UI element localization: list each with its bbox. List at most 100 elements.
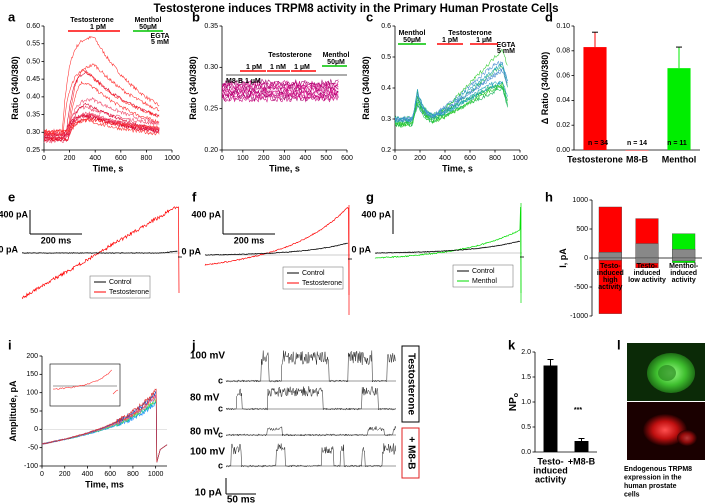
scale-label: 50 ms bbox=[227, 495, 256, 503]
trace bbox=[221, 94, 339, 103]
closed-label: c bbox=[218, 429, 223, 439]
x-tick-label: 1000 bbox=[164, 155, 180, 162]
caption: cells bbox=[624, 491, 640, 498]
y-axis-label: Amplitude, pA bbox=[8, 380, 18, 441]
category-label: low activity bbox=[628, 277, 666, 284]
annotation: n = 11 bbox=[667, 140, 687, 147]
annotation: n = 34 bbox=[588, 140, 608, 147]
annotation: Menthol bbox=[399, 30, 426, 37]
y-tick-label: 500 bbox=[576, 226, 588, 233]
y-tick-label: 0 bbox=[584, 255, 588, 262]
y-tick-label: 0.3 bbox=[381, 116, 391, 123]
x-tick-label: induced bbox=[533, 465, 568, 475]
cell bbox=[643, 414, 687, 446]
condition-label: + M8-B bbox=[405, 436, 416, 469]
y-axis-label-text: Ratio (340/380) bbox=[361, 56, 371, 120]
annotation: M8-B 1 µM bbox=[226, 78, 261, 85]
x-tick-label: 800 bbox=[141, 155, 153, 162]
category-label: activity bbox=[672, 277, 696, 284]
y-tick-label: 0.0 bbox=[521, 449, 531, 456]
trace bbox=[394, 67, 508, 123]
bar bbox=[598, 252, 622, 259]
trace bbox=[221, 78, 339, 87]
y-tick-label: 0.5 bbox=[381, 54, 391, 61]
legend-label: Control bbox=[109, 279, 132, 286]
caption: expression in the bbox=[624, 474, 682, 481]
annotation: Testosterone bbox=[448, 30, 492, 37]
bar bbox=[635, 257, 659, 264]
zero-label: 0 pA bbox=[351, 244, 371, 254]
y-axis-label: NPo bbox=[508, 393, 520, 411]
trace bbox=[41, 401, 168, 463]
annotation: Menthol bbox=[135, 17, 162, 24]
annotation: Menthol bbox=[323, 52, 350, 59]
annotation: Testosterone bbox=[268, 52, 312, 59]
y-tick-label: 0.08 bbox=[556, 48, 570, 55]
y-tick-label: -50 bbox=[28, 445, 38, 452]
annotation: 1 µM bbox=[294, 64, 310, 71]
trace bbox=[225, 443, 397, 468]
trace bbox=[221, 79, 339, 88]
condition-box bbox=[401, 345, 420, 423]
y-axis-label-text: I, pA bbox=[558, 248, 568, 268]
category-label: induced bbox=[597, 270, 624, 277]
category-label: activity bbox=[598, 284, 622, 291]
panel-letter: b bbox=[192, 9, 200, 24]
x-tick-label: 0 bbox=[40, 471, 44, 478]
x-tick-label: 600 bbox=[104, 471, 116, 478]
scale-label: 400 pA bbox=[361, 209, 391, 219]
trace bbox=[226, 386, 396, 411]
bar bbox=[672, 249, 696, 259]
x-tick-label: 600 bbox=[341, 155, 353, 162]
trace bbox=[204, 242, 348, 256]
y-tick-label: 0.00 bbox=[556, 147, 570, 154]
x-tick-label: 200 bbox=[64, 155, 76, 162]
panel-letter: g bbox=[366, 189, 374, 204]
annotation: *** bbox=[574, 407, 582, 414]
trace bbox=[43, 111, 160, 138]
y-axis-label-sub: o bbox=[513, 393, 520, 397]
voltage-label: 100 mV bbox=[190, 351, 225, 362]
x-tick-label: 200 bbox=[59, 471, 71, 478]
panel-letter: j bbox=[191, 337, 196, 352]
y-tick-label: 0.35 bbox=[204, 23, 218, 30]
trace bbox=[43, 117, 160, 134]
cell bbox=[677, 430, 697, 446]
category-label: induced bbox=[634, 270, 661, 277]
x-tick-label: Testosterone bbox=[567, 154, 623, 164]
y-tick-label: -500 bbox=[574, 284, 588, 291]
y-tick-label: 0.20 bbox=[204, 147, 218, 154]
annotation: EGTA bbox=[497, 42, 516, 49]
panel-letter: h bbox=[545, 189, 553, 204]
panel-letter: a bbox=[8, 9, 16, 24]
trace bbox=[374, 240, 521, 254]
trace bbox=[21, 206, 180, 300]
annotation: 1 nM bbox=[270, 64, 286, 71]
annotation: EGTA bbox=[151, 33, 170, 40]
y-axis-label: Ratio (340/380) bbox=[188, 56, 198, 120]
legend-label: Testosterone bbox=[109, 289, 149, 296]
x-tick-label: 400 bbox=[439, 155, 451, 162]
condition-box bbox=[401, 427, 420, 479]
voltage-label: 80 mV bbox=[190, 393, 220, 404]
bar bbox=[583, 47, 607, 150]
x-tick-label: Menthol bbox=[662, 154, 697, 164]
zero-label: 0 pA bbox=[181, 246, 201, 256]
closed-label: c bbox=[218, 375, 223, 385]
x-tick-label: 200 bbox=[414, 155, 426, 162]
x-tick-label: 400 bbox=[299, 155, 311, 162]
scale-label: 400 pA bbox=[0, 209, 28, 219]
x-tick-label: activity bbox=[535, 474, 566, 484]
trace bbox=[43, 102, 160, 142]
category-label: Menthol- bbox=[669, 263, 699, 270]
y-tick-label: 0.55 bbox=[26, 41, 40, 48]
x-tick-label: Testo- bbox=[537, 456, 563, 466]
y-axis-label: I, pA bbox=[558, 248, 568, 268]
x-tick-label: 400 bbox=[82, 471, 94, 478]
panel-letter: f bbox=[192, 189, 197, 204]
trace bbox=[43, 96, 160, 137]
y-tick-label: 50 bbox=[30, 408, 38, 415]
caption: human prostate bbox=[624, 483, 677, 490]
x-tick-label: 600 bbox=[115, 155, 127, 162]
